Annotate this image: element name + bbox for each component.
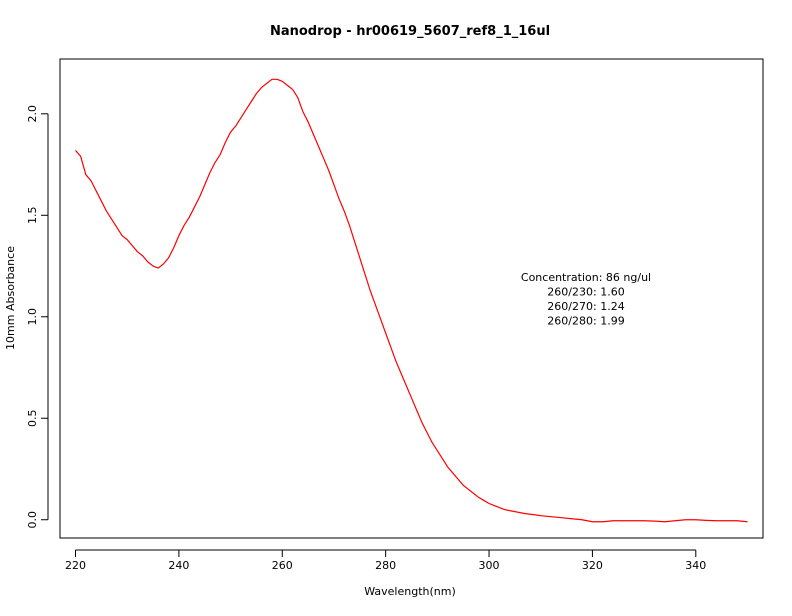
y-tick-label: 0.0 bbox=[26, 511, 39, 529]
series-line bbox=[75, 78, 748, 523]
plot-frame bbox=[59, 58, 764, 539]
y-tick-label: 1.5 bbox=[26, 207, 39, 225]
annotation-text: 260/230: 1.60 bbox=[547, 286, 624, 299]
x-tick-label: 260 bbox=[272, 559, 293, 572]
x-axis-label: Wavelength(nm) bbox=[364, 585, 456, 598]
chart-title: Nanodrop - hr00619_5607_ref8_1_16ul bbox=[270, 24, 550, 39]
annotation-text: Concentration: 86 ng/ul bbox=[521, 271, 651, 284]
x-tick-label: 320 bbox=[582, 559, 603, 572]
x-tick-label: 280 bbox=[375, 559, 396, 572]
x-tick-label: 300 bbox=[479, 559, 500, 572]
x-tick-label: 340 bbox=[685, 559, 706, 572]
y-axis-label: 10mm Absorbance bbox=[4, 246, 17, 350]
x-tick-label: 220 bbox=[65, 559, 86, 572]
y-tick-label: 1.0 bbox=[26, 308, 39, 326]
y-tick-label: 2.0 bbox=[26, 105, 39, 123]
y-tick-label: 0.5 bbox=[26, 410, 39, 428]
annotation-text: 260/270: 1.24 bbox=[547, 300, 624, 313]
chart-layer: Nanodrop - hr00619_5607_ref8_1_16ul 220 24… bbox=[4, 24, 764, 598]
annotation-text: 260/280: 1.99 bbox=[547, 315, 624, 328]
x-tick-label: 240 bbox=[168, 559, 189, 572]
